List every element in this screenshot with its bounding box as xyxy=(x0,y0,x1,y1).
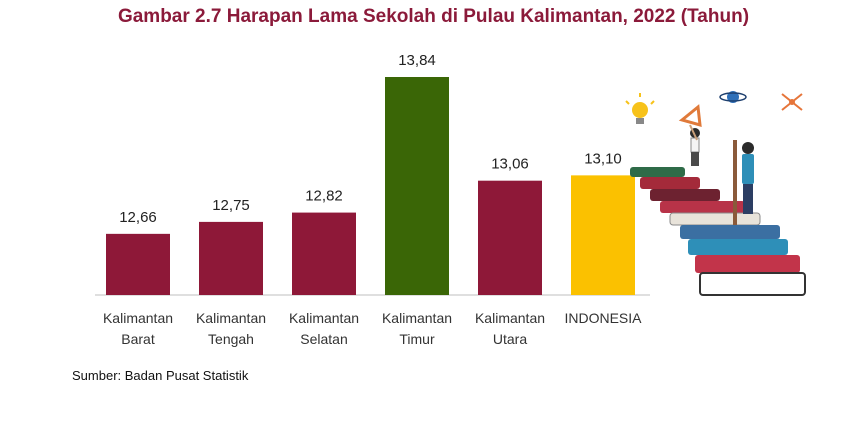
bar xyxy=(478,180,542,295)
value-label: 12,75 xyxy=(212,197,250,214)
bar xyxy=(385,77,449,295)
bar xyxy=(571,175,635,295)
source-note: Sumber: Badan Pusat Statistik xyxy=(72,368,249,383)
category-label: Barat xyxy=(121,331,155,347)
category-label: Kalimantan xyxy=(382,310,452,326)
category-label: Kalimantan xyxy=(475,310,545,326)
category-label: Utara xyxy=(493,331,527,347)
category-label: INDONESIA xyxy=(564,310,642,326)
value-label: 13,06 xyxy=(491,156,529,173)
value-label: 12,66 xyxy=(119,209,157,226)
category-label: Timur xyxy=(399,331,435,347)
value-label: 13,84 xyxy=(398,52,436,69)
category-label: Selatan xyxy=(300,331,347,347)
chart-title: Gambar 2.7 Harapan Lama Sekolah di Pulau… xyxy=(117,6,750,27)
value-label: 12,82 xyxy=(305,188,343,205)
bar xyxy=(199,221,263,295)
bar xyxy=(106,233,170,295)
bar xyxy=(292,212,356,295)
value-label: 13,10 xyxy=(584,150,622,167)
category-label: Tengah xyxy=(208,331,254,347)
category-label: Kalimantan xyxy=(196,310,266,326)
books-and-students-icon xyxy=(625,91,806,296)
category-label: Kalimantan xyxy=(103,310,173,326)
category-label: Kalimantan xyxy=(289,310,359,326)
bar-chart: 12,66 12,75 12,82 13,84 13,06 13,10 Kalimanta… xyxy=(95,52,650,347)
